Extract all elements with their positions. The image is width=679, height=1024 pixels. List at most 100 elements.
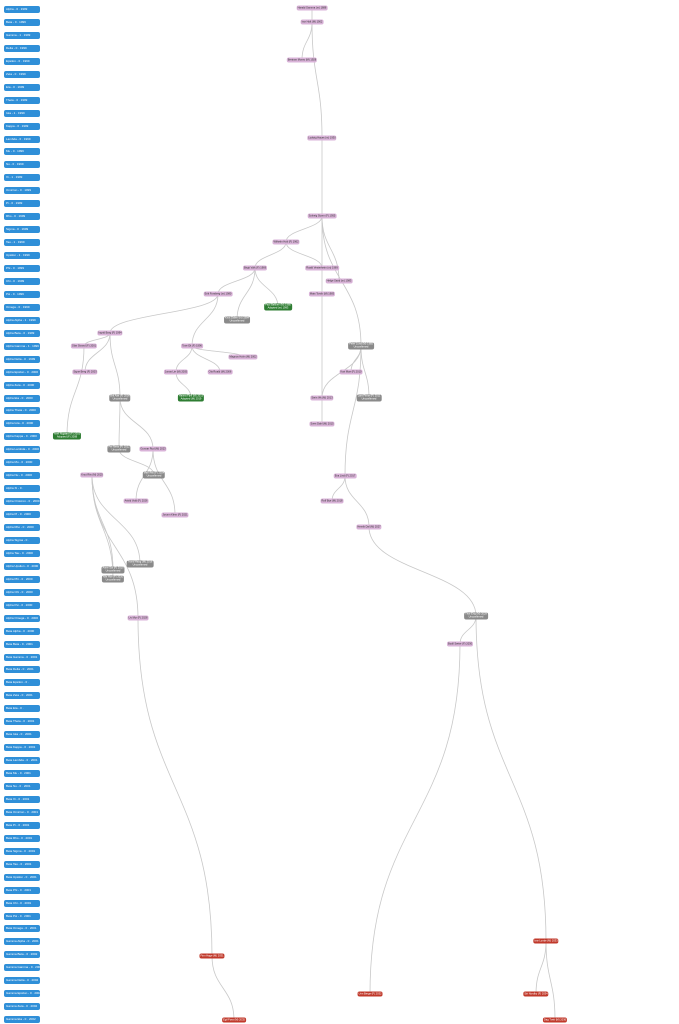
timeline-item[interactable]: Rho - 0 · 1999 <box>4 213 40 221</box>
timeline-item[interactable]: Alpha Delta - 0 · 1999 <box>4 355 40 363</box>
timeline-item[interactable]: Pi - 0 · 1999 <box>4 200 40 208</box>
person-node[interactable]: Trond Haug (M) 2016 Unconfirmed <box>126 560 154 568</box>
timeline-item[interactable]: Gamma Epsilon - 0 · 2002 <box>4 990 40 998</box>
timeline-item[interactable]: Beta Upsilon - 0 · 2001 <box>4 873 40 881</box>
person-node[interactable]: Ivor Holt (M) 1902 <box>300 19 324 25</box>
timeline-item[interactable]: Chi - 0 · 1999 <box>4 277 40 285</box>
timeline-item[interactable]: Beta Alpha - 0 · 2000 <box>4 627 40 635</box>
timeline-item[interactable]: Beta Omega - 0 · 2001 <box>4 925 40 933</box>
timeline-item[interactable]: Theta - 0 · 1999 <box>4 96 40 104</box>
person-node[interactable]: Lars Finne (F) 2011 Unconfirmed <box>356 394 382 402</box>
timeline-item[interactable]: Beta Theta - 0 · 2001 <box>4 718 40 726</box>
timeline-item[interactable]: Gamma Delta - 0 · 2002 <box>4 977 40 985</box>
timeline-item[interactable]: Beta Delta - 0 · 2001 <box>4 666 40 674</box>
timeline-item[interactable]: Beta Tau - 0 · 2001 <box>4 860 40 868</box>
timeline-item[interactable]: Xi - 1 · 1999 <box>4 174 40 182</box>
timeline-item[interactable]: Alpha Kappa - 0 · 2000 <box>4 433 40 441</box>
person-node[interactable]: Helge Sand (m) 1983 <box>325 278 353 284</box>
person-node[interactable]: Dag Tveit (M) 2036 <box>542 1017 568 1023</box>
timeline-item[interactable]: Lambda - 0 · 1999 <box>4 135 40 143</box>
timeline-item[interactable]: Beta Gamma - 0 · 2001 <box>4 653 40 661</box>
person-node[interactable]: Stein Vik (M) 2013 <box>310 395 334 401</box>
person-node[interactable]: Birgit Volk (F) 1969 <box>242 265 268 271</box>
timeline-item[interactable]: Alpha Pi - 0 · 2000 <box>4 511 40 519</box>
person-node[interactable]: Magnus Holm (M) 2002 <box>228 354 258 360</box>
person-node[interactable]: Eva Lind (F) 2017 <box>333 473 357 479</box>
person-node[interactable]: Ingrid Borg (F) 1994 <box>97 330 123 336</box>
timeline-item[interactable]: Alpha Theta - 0 · 2000 <box>4 407 40 415</box>
timeline-item[interactable]: Gamma Gamma - 0 · 2002 <box>4 964 40 972</box>
timeline-item[interactable]: Epsilon - 0 · 1999 <box>4 57 40 65</box>
person-node[interactable]: Erik Forsberg (m) 1980 <box>203 291 233 297</box>
timeline-item[interactable]: Beta Phi - 0 · 2001 <box>4 886 40 894</box>
person-node[interactable]: Liv Myr (F) 2028 <box>127 615 149 621</box>
person-node[interactable]: Hanna Fjell (M) 2013 Adopted (M) 2019 <box>177 394 205 402</box>
person-node[interactable]: Harald Gamma (m) 1888 <box>296 5 328 11</box>
timeline-item[interactable]: Beta Psi - 0 · 2001 <box>4 912 40 920</box>
person-node[interactable]: Siri Nordby (F) 2034 <box>523 991 549 997</box>
timeline-item[interactable]: Delta - 0 · 1999 <box>4 44 40 52</box>
timeline-item[interactable]: Alpha Rho - 0 · 2000 <box>4 524 40 531</box>
person-node[interactable]: Ivar Lunde (M) 2033 <box>533 938 559 944</box>
timeline-item[interactable]: Alpha Nu - 0 · 2000 <box>4 472 40 480</box>
timeline-item[interactable]: Beta Omicron - 0 · 2001 <box>4 808 40 816</box>
person-node[interactable]: Roald Vesterheim (m) 1969 <box>305 265 339 271</box>
person-node[interactable]: Anne Sol (F) 2019 Unconfirmed <box>101 566 125 574</box>
timeline-item[interactable]: Alpha Omicron - 0 · 2000 <box>4 498 40 506</box>
timeline-item[interactable]: Iota - 1 · 1999 <box>4 109 40 117</box>
person-node[interactable]: Kari Moe (F) 2010 <box>339 369 363 375</box>
timeline-item[interactable]: Alpha Psi - 0 · 2000 <box>4 601 40 609</box>
person-node[interactable]: Axel Nygaard (F) 2003 Adopted (F) 2008 <box>52 432 82 440</box>
person-node[interactable]: Egil Foss (M) 2035 <box>222 1017 246 1023</box>
timeline-item[interactable]: Alpha Alpha - 1 · 1999 <box>4 316 40 324</box>
timeline-item[interactable]: Beta Beta - 0 · 2001 <box>4 640 40 648</box>
timeline-item[interactable]: Alpha Xi - 0 · <box>4 485 40 493</box>
timeline-item[interactable]: Psi - 0 · 1999 <box>4 290 40 298</box>
person-node[interactable]: Bodil Sæter (F) 2030 <box>446 641 474 647</box>
person-node[interactable]: Solveig Storm (F) 1955 <box>307 213 337 219</box>
timeline-item[interactable]: Beta Iota - 0 · 2001 <box>4 731 40 739</box>
person-node[interactable]: Thor Eng (M) 2029 Unconfirmed <box>464 612 488 620</box>
timeline-item[interactable]: Omega - 0 · 1999 <box>4 303 40 311</box>
timeline-item[interactable]: Beta Epsilon - 0 · <box>4 679 40 687</box>
person-node[interactable]: Finn Hage (M) 2031 <box>199 953 225 959</box>
person-node[interactable]: Sven Dahl (M) 2015 <box>309 421 335 427</box>
timeline-item[interactable]: Phi - 0 · 1999 <box>4 265 40 272</box>
timeline-item[interactable]: Alpha Mu - 0 · 2000 <box>4 459 40 467</box>
timeline-item[interactable]: Gamma - 1 · 1999 <box>4 31 40 39</box>
person-node[interactable]: Paul Bakken (M) 1980 Adopted (m) 1993 <box>264 303 292 311</box>
person-node[interactable]: Peter Lund (M) 1985 Unconfirmed <box>348 342 374 350</box>
timeline-item[interactable]: Gamma Alpha - 0 · 2001 <box>4 938 40 946</box>
person-node[interactable]: Astrid Vold (F) 2026 <box>123 498 149 504</box>
person-node[interactable]: Per Ness (F) 2022 Unconfirmed <box>107 445 131 453</box>
person-node[interactable]: Signe Berg (F) 2003 <box>72 369 98 375</box>
timeline-item[interactable]: Alpha Sigma - 0 · <box>4 536 40 544</box>
person-node[interactable]: Rolf Bye (M) 2018 <box>320 498 344 504</box>
person-node[interactable]: Nils Hov (F) 2020 Unconfirmed <box>101 575 125 583</box>
person-node[interactable]: Jorunn Klem (F) 2021 <box>161 512 189 518</box>
timeline-item[interactable]: Mu - 0 · 1999 <box>4 148 40 156</box>
timeline-item[interactable]: Beta Xi - 0 · 2001 <box>4 795 40 803</box>
person-node[interactable]: Gunnar Rud (M) 2023 <box>139 446 167 452</box>
timeline-item[interactable]: Eta - 0 · 1999 <box>4 83 40 91</box>
timeline-item[interactable]: Zeta - 0 · 1999 <box>4 70 40 78</box>
timeline-item[interactable]: Beta Kappa - 0 · 2001 <box>4 744 40 752</box>
timeline-item[interactable]: Beta - 0 · 1999 <box>4 18 40 26</box>
person-node[interactable]: Mari Ask (F) 2024 Unconfirmed <box>142 471 166 479</box>
timeline-item[interactable]: Alpha Upsilon - 0 · 2000 <box>4 562 40 570</box>
person-node[interactable]: Ludwig Hayes (m) 1930 <box>307 135 337 141</box>
person-node[interactable]: Olav Strand (F) 2001 <box>70 343 98 349</box>
timeline-item[interactable]: Alpha Phi - 0 · 2000 <box>4 575 40 583</box>
timeline-item[interactable]: Alpha - 0 · 1999 <box>4 6 40 13</box>
timeline-item[interactable]: Beta Zeta - 0 · 2001 <box>4 692 40 700</box>
timeline-item[interactable]: Beta Lambda - 0 · 2001 <box>4 757 40 765</box>
timeline-item[interactable]: Beta Rho - 0 · 2001 <box>4 834 40 842</box>
timeline-item[interactable]: Alpha Gamma - 1 · 1999 <box>4 342 40 350</box>
timeline-item[interactable]: Gamma Beta - 0 · 2002 <box>4 951 40 959</box>
timeline-item[interactable]: Alpha Tau - 0 · 2000 <box>4 549 40 557</box>
person-node[interactable]: Wilhelm Holt (F) 1962 <box>272 239 300 245</box>
person-node[interactable]: Henrik Dal (M) 2027 <box>356 524 382 530</box>
timeline-item[interactable]: Beta Pi - 0 · 2001 <box>4 821 40 829</box>
person-node[interactable]: Tove Ek (F) 1996 <box>181 343 203 349</box>
person-node[interactable]: Knut Dalen (m) 1984 Unconfirmed <box>224 316 250 324</box>
